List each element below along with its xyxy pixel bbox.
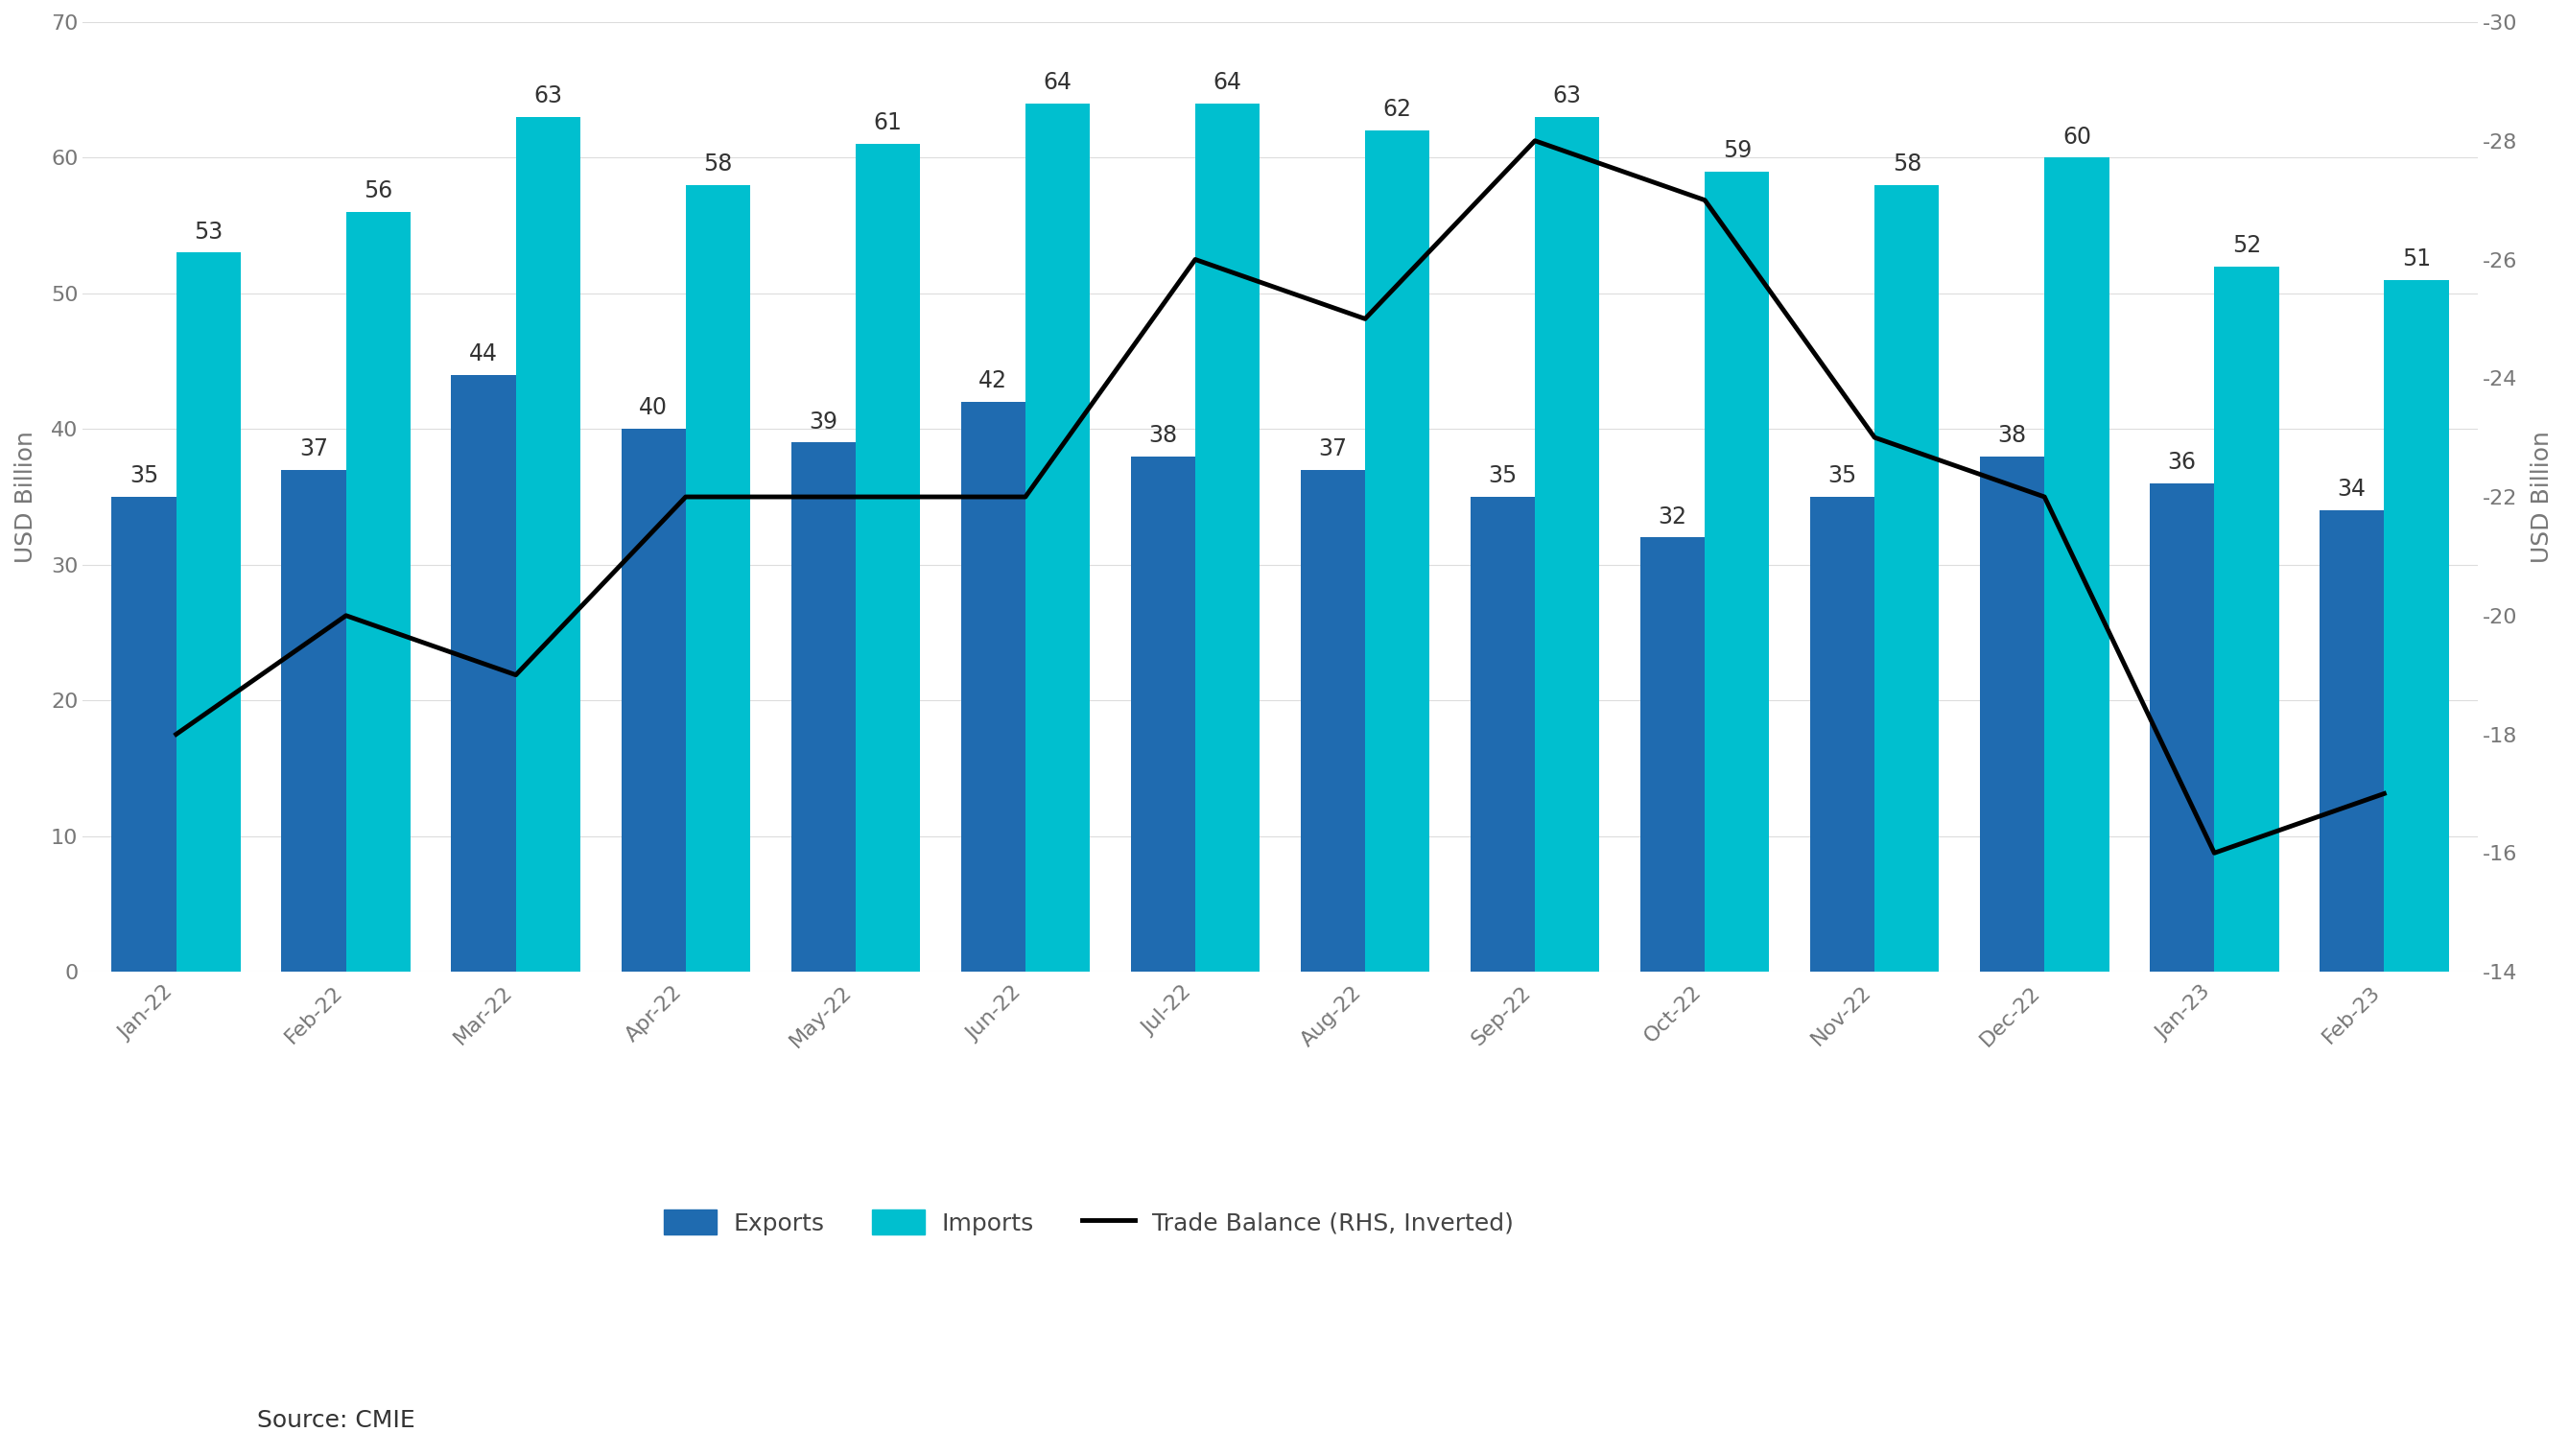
Bar: [1366, 131, 1430, 971]
Text: 35: 35: [128, 464, 159, 488]
Bar: [177, 253, 241, 971]
Bar: [452, 374, 516, 971]
Text: 63: 63: [1554, 84, 1582, 108]
Bar: [1471, 496, 1536, 971]
Y-axis label: USD Billion: USD Billion: [2529, 431, 2553, 563]
Bar: [347, 213, 411, 971]
Bar: [1299, 470, 1366, 971]
Bar: [2149, 483, 2214, 971]
Text: 59: 59: [1723, 138, 1751, 162]
Text: 35: 35: [1487, 464, 1518, 488]
Bar: [621, 430, 686, 971]
Bar: [516, 116, 580, 971]
Text: 36: 36: [2167, 451, 2196, 473]
Bar: [960, 402, 1025, 971]
Text: 42: 42: [978, 370, 1007, 393]
Text: 32: 32: [1659, 505, 1687, 529]
Text: 58: 58: [704, 153, 732, 175]
Bar: [2214, 266, 2278, 971]
Legend: Exports, Imports, Trade Balance (RHS, Inverted): Exports, Imports, Trade Balance (RHS, In…: [655, 1200, 1523, 1245]
Bar: [1025, 103, 1089, 971]
Text: 60: 60: [2062, 125, 2090, 149]
Text: 39: 39: [809, 411, 837, 432]
Bar: [1705, 172, 1769, 971]
Text: 35: 35: [1828, 464, 1857, 488]
Bar: [110, 496, 177, 971]
Bar: [1130, 456, 1194, 971]
Y-axis label: USD Billion: USD Billion: [15, 431, 39, 563]
Text: 44: 44: [470, 342, 498, 365]
Bar: [2383, 280, 2450, 971]
Bar: [1875, 185, 1939, 971]
Text: 51: 51: [2401, 248, 2432, 271]
Text: 38: 38: [1148, 424, 1176, 447]
Text: 40: 40: [639, 396, 668, 419]
Text: 61: 61: [873, 112, 901, 134]
Bar: [1536, 116, 1600, 971]
Bar: [1980, 456, 2044, 971]
Bar: [2044, 157, 2108, 971]
Text: Source: CMIE: Source: CMIE: [257, 1408, 416, 1431]
Text: 63: 63: [534, 84, 562, 108]
Text: 64: 64: [1043, 71, 1071, 95]
Text: 58: 58: [1893, 153, 1921, 175]
Text: 34: 34: [2337, 478, 2365, 501]
Text: 53: 53: [195, 220, 223, 243]
Bar: [1641, 537, 1705, 971]
Bar: [855, 144, 919, 971]
Bar: [1810, 496, 1875, 971]
Bar: [791, 443, 855, 971]
Text: 38: 38: [1998, 424, 2026, 447]
Bar: [686, 185, 750, 971]
Text: 52: 52: [2232, 234, 2260, 256]
Text: 62: 62: [1384, 98, 1412, 121]
Text: 37: 37: [300, 437, 329, 460]
Text: 64: 64: [1212, 71, 1243, 95]
Bar: [1194, 103, 1261, 971]
Text: 56: 56: [365, 179, 393, 202]
Bar: [2319, 511, 2383, 971]
Bar: [282, 470, 347, 971]
Text: 37: 37: [1317, 437, 1348, 460]
